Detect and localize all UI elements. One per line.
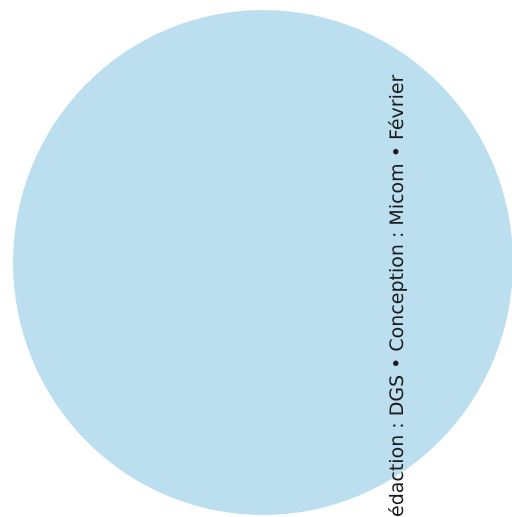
credit-text: édaction : DGS • Conception : Micom • Fé… [386, 74, 408, 517]
light-blue-circle [13, 10, 512, 515]
credit-line: édaction : DGS • Conception : Micom • Fé… [382, 0, 410, 517]
credit-strip: édaction : DGS • Conception : Micom • Fé… [380, 0, 410, 517]
